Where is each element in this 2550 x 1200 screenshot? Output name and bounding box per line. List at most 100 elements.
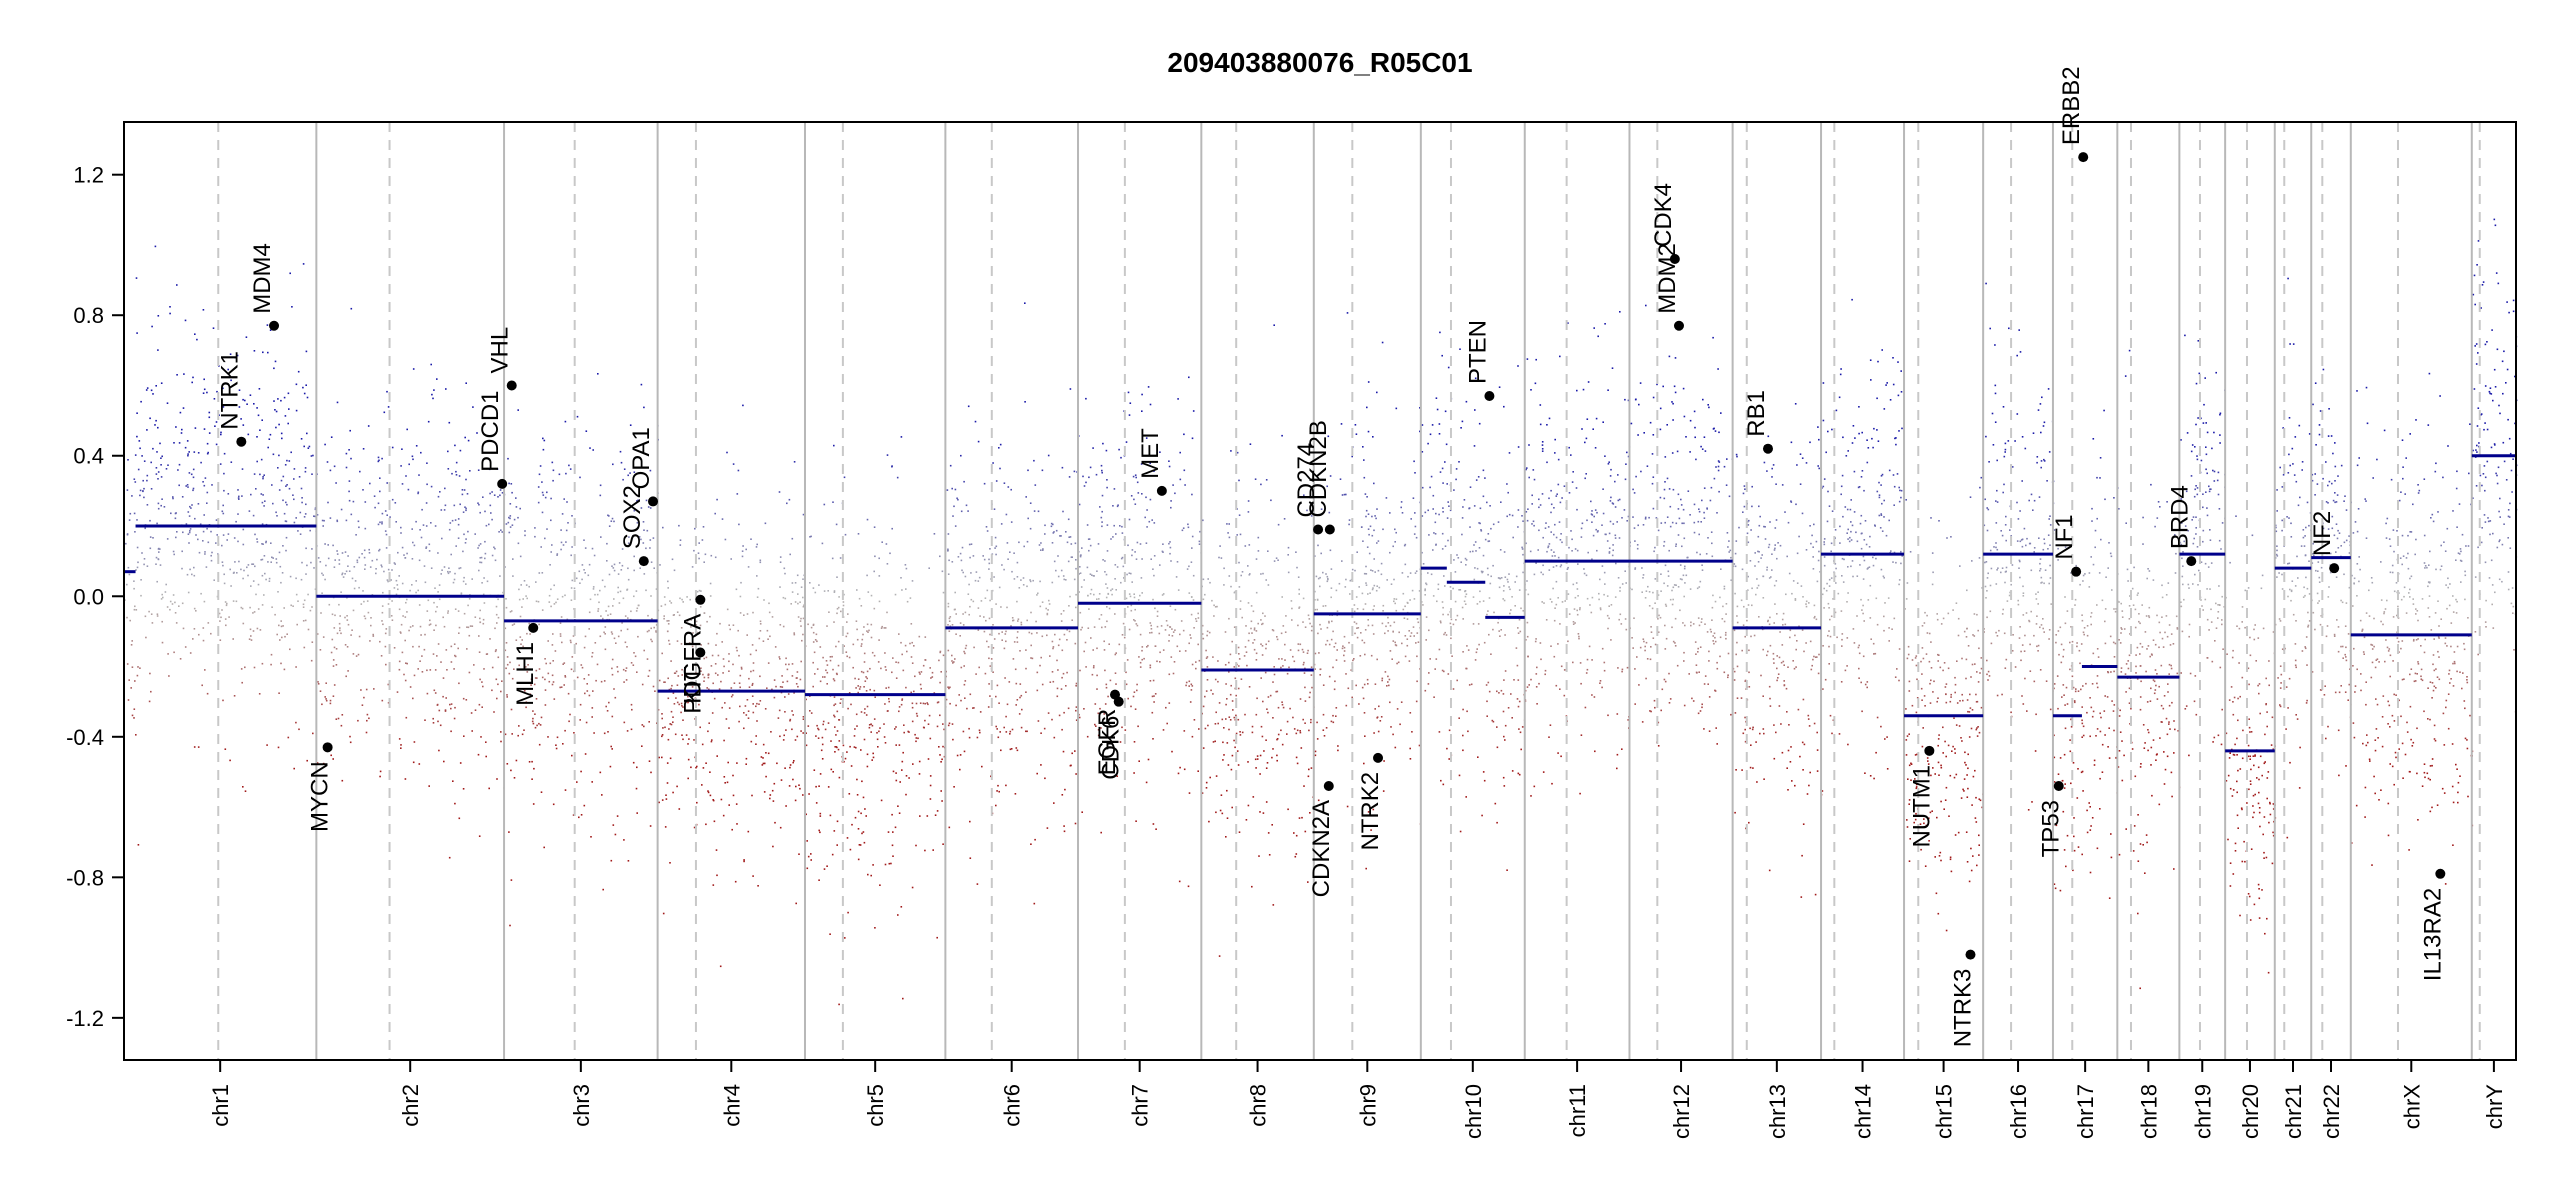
probe-point xyxy=(1201,624,1204,627)
probe-point xyxy=(529,633,531,635)
probe-point xyxy=(387,580,389,583)
probe-point xyxy=(916,715,919,717)
probe-point xyxy=(949,464,952,467)
probe-point xyxy=(910,691,912,694)
probe-point xyxy=(1183,768,1186,771)
probe-point xyxy=(947,605,950,608)
probe-point xyxy=(150,613,153,615)
probe-point xyxy=(855,746,857,749)
probe-point xyxy=(437,495,440,498)
probe-point xyxy=(929,775,932,777)
probe-point xyxy=(1168,465,1171,468)
probe-point xyxy=(1285,615,1287,617)
probe-point xyxy=(911,662,914,664)
probe-point xyxy=(133,587,135,590)
probe-point xyxy=(1480,529,1482,531)
probe-point xyxy=(836,844,838,846)
probe-point xyxy=(1271,629,1274,631)
probe-point xyxy=(843,645,845,647)
probe-point xyxy=(573,732,575,734)
probe-point xyxy=(325,564,327,567)
probe-point xyxy=(477,753,480,756)
probe-point xyxy=(1594,509,1597,511)
probe-point xyxy=(1214,606,1217,608)
probe-point xyxy=(1694,641,1697,643)
probe-point xyxy=(1514,581,1516,583)
probe-point xyxy=(579,719,581,721)
probe-point xyxy=(742,545,744,547)
probe-point xyxy=(1273,560,1276,562)
probe-point xyxy=(1158,632,1161,635)
probe-point xyxy=(1473,544,1475,546)
probe-point xyxy=(886,611,888,614)
probe-point xyxy=(1527,655,1529,658)
probe-point xyxy=(741,550,744,552)
probe-point xyxy=(1075,559,1077,561)
probe-point xyxy=(1228,671,1230,673)
probe-point xyxy=(960,510,963,513)
probe-point xyxy=(968,583,970,586)
probe-point xyxy=(1051,718,1053,721)
probe-point xyxy=(997,784,999,787)
probe-point xyxy=(1141,410,1143,412)
probe-point xyxy=(826,683,828,685)
probe-point xyxy=(336,632,339,635)
probe-point xyxy=(501,492,504,494)
probe-point xyxy=(1217,660,1219,662)
probe-point xyxy=(633,509,636,512)
probe-point xyxy=(612,824,615,826)
probe-point xyxy=(857,810,860,813)
probe-point xyxy=(1677,493,1680,496)
probe-point xyxy=(1120,557,1123,560)
probe-point xyxy=(411,584,413,586)
probe-point xyxy=(1517,632,1520,634)
probe-point xyxy=(1133,593,1135,595)
probe-point xyxy=(989,695,991,697)
probe-point xyxy=(571,579,574,582)
probe-point xyxy=(333,646,336,649)
probe-point xyxy=(959,622,962,624)
probe-point xyxy=(1223,584,1225,586)
probe-point xyxy=(857,858,860,861)
probe-point xyxy=(541,491,544,494)
probe-point xyxy=(1149,680,1152,682)
probe-point xyxy=(1016,699,1019,701)
probe-point xyxy=(324,543,326,545)
probe-point xyxy=(1612,549,1614,552)
probe-point xyxy=(1428,672,1430,674)
probe-point xyxy=(499,575,501,577)
probe-point xyxy=(578,570,581,573)
probe-point xyxy=(838,740,841,742)
probe-point xyxy=(588,694,591,697)
probe-point xyxy=(1610,604,1613,606)
probe-point xyxy=(792,761,794,764)
probe-point xyxy=(362,448,365,450)
probe-point xyxy=(509,924,511,927)
probe-point xyxy=(184,446,187,449)
probe-point xyxy=(1083,485,1086,487)
probe-point xyxy=(870,594,873,597)
probe-point xyxy=(1343,660,1346,662)
probe-point xyxy=(1571,481,1574,483)
probe-point xyxy=(1205,781,1208,784)
probe-point xyxy=(1225,836,1227,838)
probe-point xyxy=(244,399,246,402)
probe-point xyxy=(832,501,834,503)
probe-point xyxy=(801,639,803,642)
probe-point xyxy=(655,630,657,632)
probe-point xyxy=(926,702,928,704)
probe-point xyxy=(1465,796,1467,798)
probe-point xyxy=(1152,568,1154,570)
probe-point xyxy=(970,598,973,601)
probe-point xyxy=(463,576,465,579)
probe-point xyxy=(272,557,274,559)
probe-point xyxy=(1462,651,1464,653)
probe-point xyxy=(784,711,786,713)
probe-point xyxy=(1231,806,1233,809)
probe-point xyxy=(1141,592,1143,594)
probe-point xyxy=(1462,506,1464,508)
probe-point xyxy=(963,480,965,483)
probe-point xyxy=(519,615,522,618)
probe-point xyxy=(1281,596,1283,598)
probe-point xyxy=(1343,635,1346,638)
